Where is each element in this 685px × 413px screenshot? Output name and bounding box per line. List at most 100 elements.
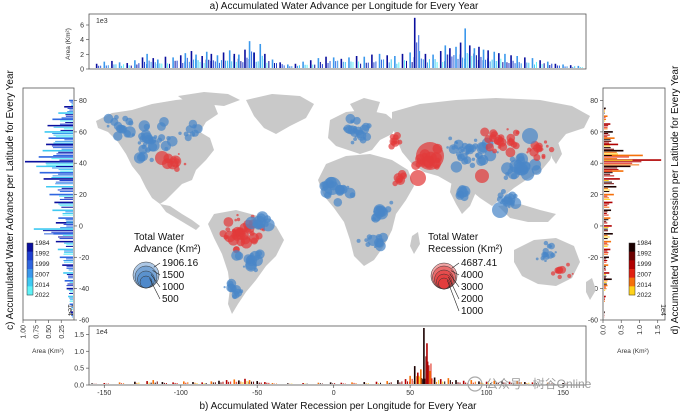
- map-water-dot: [535, 257, 539, 261]
- bottom-x-tick-label: 50: [406, 390, 414, 397]
- map-water-dot: [253, 267, 258, 273]
- panel-a-spikes: [95, 17, 583, 68]
- map-water-dot: [497, 192, 504, 199]
- map-water-dot: [446, 146, 449, 149]
- advance-legend-value-1: 1906.16: [162, 258, 199, 269]
- map-water-dot: [343, 127, 347, 131]
- map-water-dot: [546, 243, 552, 249]
- map-water-dot: [323, 177, 341, 195]
- map-water-dot: [503, 175, 509, 181]
- map-water-dot: [550, 271, 556, 276]
- right-x-tick-label: 1.0: [637, 325, 644, 335]
- map-water-dot: [473, 138, 478, 142]
- colorbar-label: 2007: [35, 271, 50, 278]
- bottom-x-tick-label: 150: [557, 390, 569, 397]
- advance-legend-title-2: Advance (Km²): [134, 244, 201, 255]
- map-water-dot: [516, 153, 525, 162]
- map-water-dot: [174, 166, 180, 172]
- watermark-icon: [467, 376, 483, 392]
- map-water-dot: [509, 199, 515, 205]
- recession-legend-value-1: 4687.41: [461, 258, 498, 269]
- colorbar-label: 1999: [35, 261, 50, 268]
- colorbar-segment: [27, 260, 33, 270]
- colorbar-label: 2007: [637, 271, 652, 278]
- legend-leader-line: [447, 280, 460, 312]
- map-water-dot: [559, 267, 563, 271]
- top-y-tick-label: 2: [80, 52, 84, 59]
- map-water-dot: [475, 169, 489, 183]
- map-water-dot: [526, 151, 529, 154]
- map-water-dot: [485, 143, 494, 152]
- left-y-tick-label: -40: [79, 286, 89, 293]
- left-x-tick-label: 1.00: [21, 325, 28, 339]
- legend-size-circle: [139, 275, 153, 289]
- map-water-dot: [103, 113, 114, 124]
- map-water-dot: [356, 238, 361, 243]
- map-water-dot: [411, 161, 421, 170]
- panel-d-multiplier: 1e4: [659, 304, 666, 316]
- map-water-dot: [246, 255, 255, 264]
- world-map: [96, 92, 596, 314]
- bottom-y-tick-label: 0.0: [74, 383, 84, 390]
- colorbar-label: 1992: [637, 251, 652, 258]
- colorbar-label: 1999: [637, 261, 652, 268]
- map-water-dot: [234, 251, 244, 261]
- panel-b-multiplier: 1e4: [96, 329, 108, 336]
- map-water-dot: [183, 162, 187, 166]
- left-x-tick-label: 0.75: [33, 325, 40, 339]
- map-water-dot: [470, 148, 473, 151]
- map-water-dot: [160, 140, 172, 152]
- colorbar-segment: [629, 277, 635, 287]
- legend-leader-line: [448, 276, 460, 300]
- advance-legend: Total Water Advance (Km²) 1906.16 1500 1…: [132, 232, 201, 305]
- map-water-dot: [106, 124, 110, 128]
- left-x-tick-label: 0.50: [46, 325, 53, 339]
- map-water-dot: [152, 140, 156, 143]
- map-water-dot: [155, 151, 169, 165]
- map-water-dot: [550, 252, 556, 258]
- map-water-dot: [489, 134, 497, 143]
- map-water-dot: [505, 172, 510, 176]
- map-water-dot: [234, 288, 243, 297]
- colorbar-segment: [27, 286, 33, 296]
- title-d: d) Accumulated Water Recession per Latit…: [670, 65, 681, 334]
- advance-legend-value-3: 1000: [162, 282, 185, 293]
- left-y-tick-label: 0: [79, 223, 83, 230]
- panel-a: 0 2 4 6 1e3 Area (Km²): [65, 13, 587, 74]
- map-water-dot: [416, 142, 444, 170]
- map-water-dot: [506, 138, 515, 147]
- colorbar-label: 2014: [35, 282, 50, 289]
- recession-legend-title-1: Total Water: [428, 232, 479, 243]
- top-y-tick-label: 6: [80, 23, 84, 30]
- map-water-dot: [514, 162, 527, 175]
- land-japan: [552, 142, 562, 164]
- colorbar-segment: [629, 251, 635, 261]
- map-water-dot: [345, 113, 356, 124]
- map-water-dot: [457, 146, 465, 154]
- map-water-dot: [138, 151, 148, 162]
- colorbar-segment: [27, 269, 33, 278]
- map-water-dot: [157, 122, 166, 131]
- land-new-zealand: [586, 278, 596, 300]
- title-c: c) Accumulated Water Advance per Latitud…: [5, 69, 16, 329]
- land-central-america: [160, 204, 200, 230]
- panel-a-frame: [88, 13, 587, 70]
- map-water-dot: [557, 270, 560, 273]
- map-water-dot: [571, 272, 574, 275]
- map-water-dot: [506, 128, 509, 131]
- map-water-dot: [139, 135, 147, 143]
- legend-leader-line: [150, 274, 161, 288]
- panel-d-frame: [602, 87, 666, 321]
- map-water-dot: [375, 206, 389, 220]
- map-water-dot: [225, 227, 231, 233]
- right-y-tick-label: 0: [594, 223, 598, 230]
- map-water-dot: [226, 278, 237, 289]
- map-water-dot: [149, 157, 154, 163]
- land-arctic-islands: [178, 92, 240, 106]
- left-y-tick-label: 80: [79, 98, 87, 105]
- left-y-tick-label: -60: [79, 318, 89, 325]
- map-water-dot: [185, 125, 194, 134]
- right-x-tick-label: 0.5: [619, 325, 626, 335]
- map-water-dot: [535, 142, 543, 150]
- map-water-dot: [223, 286, 226, 289]
